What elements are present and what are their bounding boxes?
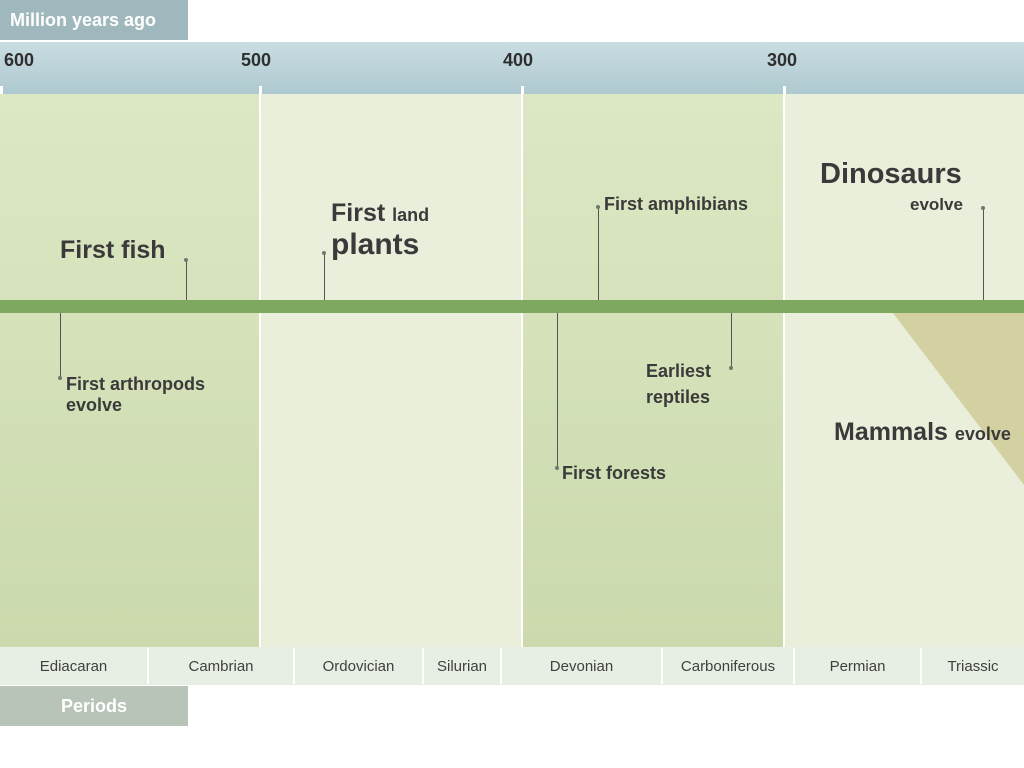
timeline-bar [0, 300, 1024, 313]
tick-label-300: 300 [767, 50, 798, 70]
event-earliest-reptiles-line1: Earliest [646, 361, 712, 381]
axis-title: Million years ago [0, 0, 188, 40]
period-ordovician: Ordovician [295, 648, 424, 684]
leader-first-arthropods [60, 313, 61, 378]
era-divider-500 [259, 94, 261, 647]
tick-label-400: 400 [503, 50, 534, 70]
era-divider-400 [521, 94, 523, 647]
dot-first-forests [555, 466, 559, 470]
tick-mark-400 [521, 86, 524, 94]
tick-label-500: 500 [241, 50, 272, 70]
era-band-600-500 [0, 94, 260, 647]
tick-mark-500 [259, 86, 262, 94]
periods-title: Periods [0, 686, 188, 726]
event-earliest-reptiles-line2: reptiles [646, 387, 711, 407]
event-first-forests: First forests [562, 463, 667, 483]
periods-row [0, 647, 1024, 685]
event-first-fish: First fish [60, 236, 166, 264]
dot-first-arthropods [58, 376, 62, 380]
leader-first-forests [557, 313, 558, 468]
dot-first-amphibians [596, 205, 600, 209]
event-mammals-evolve: evolve [954, 424, 1011, 444]
period-ediacaran: Ediacaran [0, 648, 149, 684]
period-triassic: Triassic [947, 657, 999, 675]
axis-bar [0, 42, 1024, 94]
period-permian: Permian [795, 648, 922, 684]
dot-earliest-reptiles [729, 366, 733, 370]
era-band-400-300 [522, 94, 784, 647]
dot-dinosaurs [981, 206, 985, 210]
period-cambrian: Cambrian [149, 648, 295, 684]
tick-mark-600 [0, 86, 3, 94]
tick-mark-300 [783, 86, 786, 94]
era-band-500-400 [260, 94, 522, 647]
period-carboniferous: Carboniferous [663, 648, 795, 684]
event-dinosaurs-evolve: evolve [910, 195, 963, 214]
event-first-land-plants-line1: First land [331, 199, 429, 228]
event-first-land-plants-line2: plants [331, 228, 420, 261]
period-silurian: Silurian [424, 648, 502, 684]
event-first-land-plants-first: First [331, 199, 386, 227]
event-dinosaurs-title: Dinosaurs [820, 158, 962, 190]
leader-first-fish [186, 260, 187, 300]
tick-label-600: 600 [4, 50, 35, 70]
leader-dinosaurs [983, 208, 984, 300]
leader-first-land-plants [324, 253, 325, 300]
event-first-arthropods-line1: First arthropods [66, 374, 206, 394]
event-first-arthropods-line2: evolve [66, 395, 123, 415]
dot-first-land-plants [322, 251, 326, 255]
event-mammals: Mammals evolve [834, 418, 1024, 447]
period-devonian: Devonian [502, 648, 663, 684]
dot-first-fish [184, 258, 188, 262]
event-mammals-title: Mammals [834, 418, 948, 446]
event-first-land-plants-land: land [392, 205, 430, 225]
leader-earliest-reptiles [731, 313, 732, 368]
leader-first-amphibians [598, 207, 599, 300]
event-first-amphibians: First amphibians [604, 194, 749, 214]
era-divider-300 [783, 94, 785, 647]
